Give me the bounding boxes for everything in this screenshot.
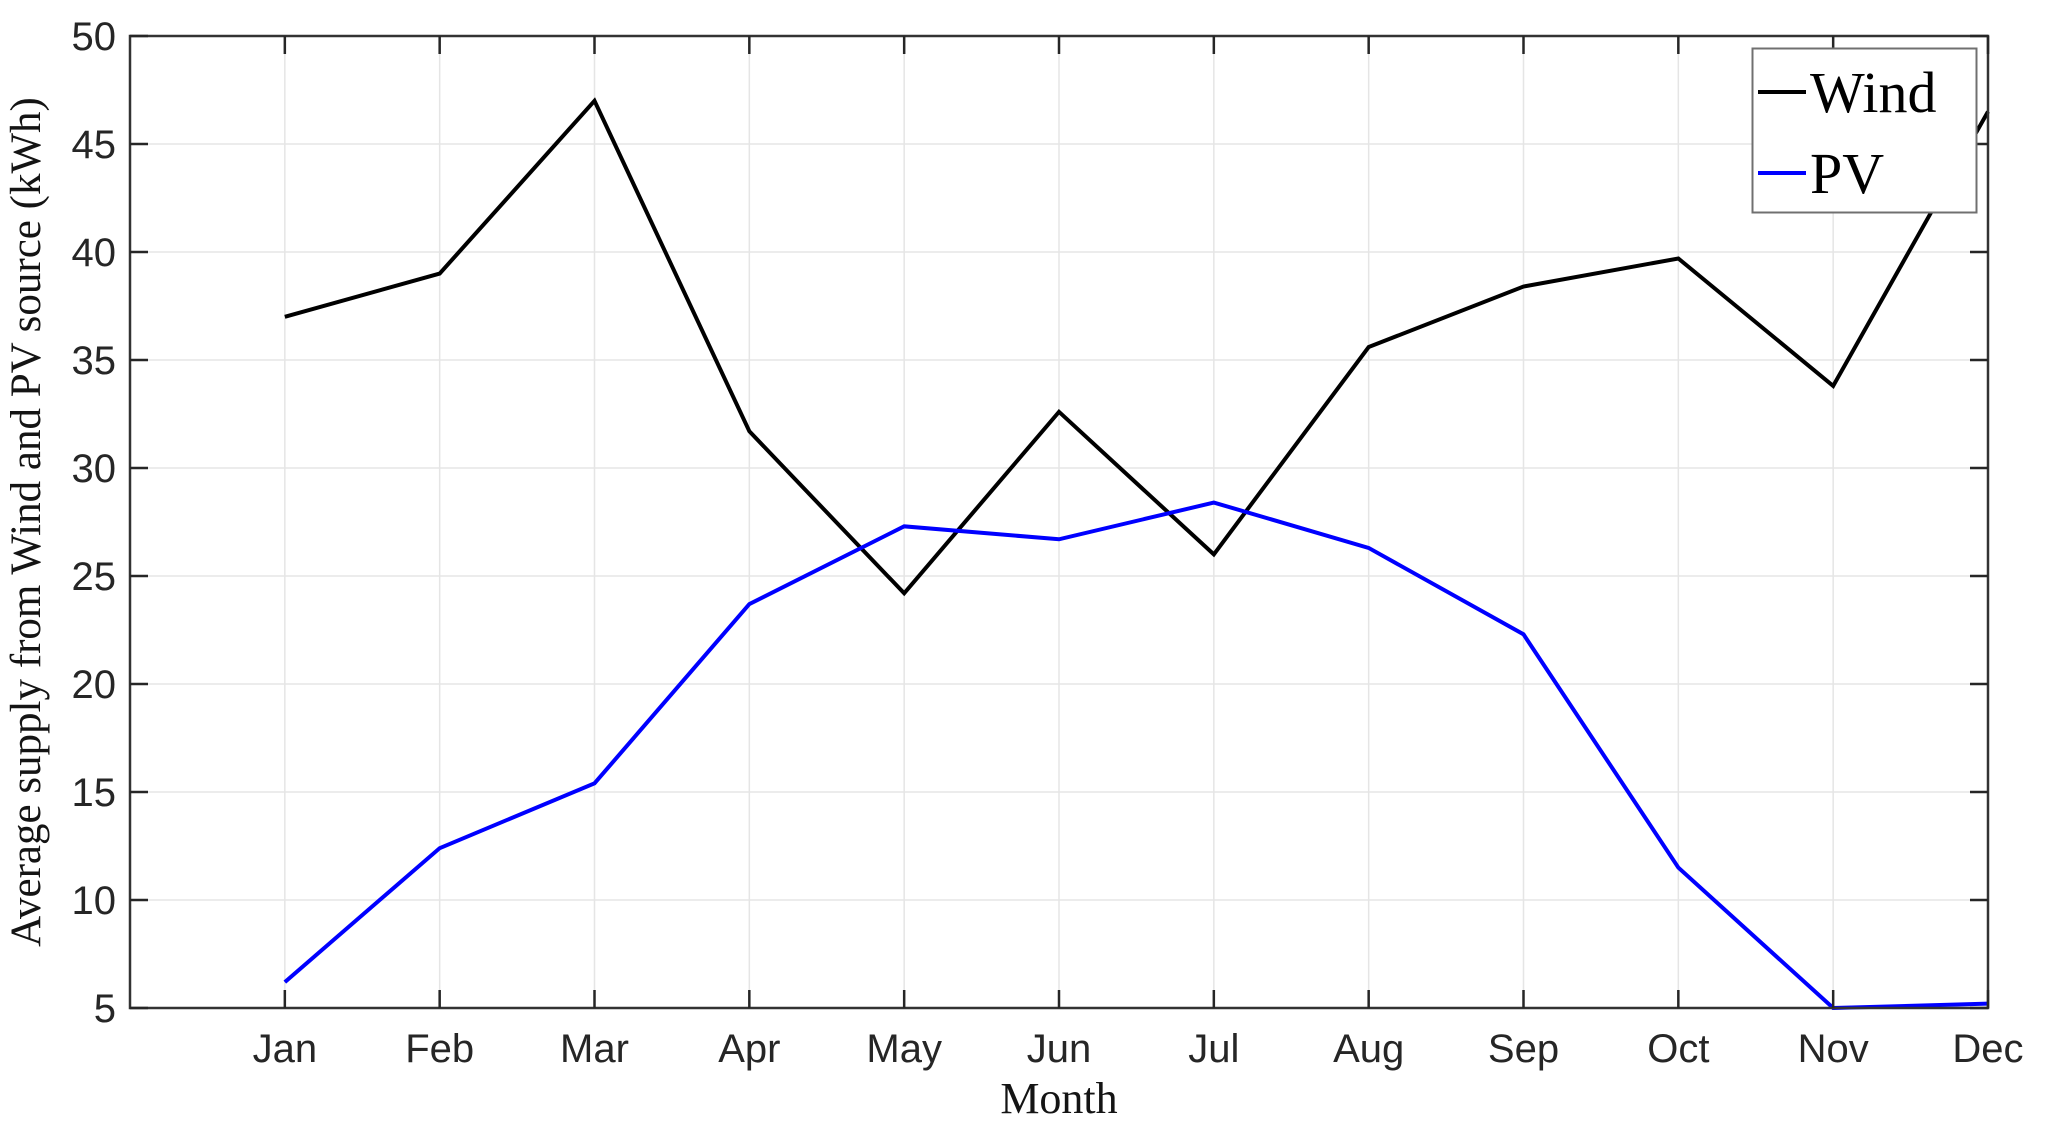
tick-layer (130, 34, 1990, 1010)
y-tick-label: 30 (72, 447, 117, 491)
x-tick-label: Nov (1798, 1027, 1869, 1071)
y-tick-label: 40 (72, 231, 117, 275)
y-tick-label: 10 (72, 879, 117, 923)
legend-box (1751, 47, 1978, 214)
x-tick-label: Oct (1647, 1027, 1709, 1071)
legend-label-wind: Wind (1810, 60, 1937, 125)
x-tick-label: Jul (1188, 1027, 1239, 1071)
grid-layer (130, 35, 1989, 1009)
x-tick-label: Feb (405, 1027, 474, 1071)
y-tick-label: 45 (72, 123, 117, 167)
y-tick-label: 5 (94, 987, 116, 1031)
x-tick-label: Sep (1488, 1027, 1559, 1071)
y-tick-label: 20 (72, 663, 117, 707)
legend-item-wind: Wind (1758, 60, 1937, 125)
series-layer (283, 97, 1990, 1011)
x-tick-label: Dec (1952, 1027, 2023, 1071)
series-line-pv (283, 500, 1989, 1011)
y-tick-label: 25 (72, 555, 117, 599)
x-tick-label: Jun (1027, 1027, 1092, 1071)
y-tick-label: 50 (72, 15, 117, 59)
x-tick-label: May (866, 1027, 942, 1071)
legend-label-pv: PV (1810, 141, 1884, 206)
y-tick-label: 15 (72, 771, 117, 815)
x-tick-label: Aug (1333, 1027, 1404, 1071)
legend-item-pv: PV (1758, 141, 1884, 206)
x-tick-label: Jan (253, 1027, 318, 1071)
x-axis-label: Month (1000, 1074, 1117, 1123)
x-tick-label: Mar (560, 1027, 629, 1071)
series-line-wind (284, 97, 1990, 597)
y-tick-label: 35 (72, 339, 117, 383)
tick-label-layer: Jan Feb Mar Apr May Jun Jul Aug Sep Oct Nov Dec 5 10 1… (72, 15, 2024, 1071)
y-axis-label: Average supply from Wind and PV source (… (3, 97, 50, 947)
legend: Wind PV (1751, 47, 1978, 214)
x-tick-label: Apr (718, 1027, 780, 1071)
